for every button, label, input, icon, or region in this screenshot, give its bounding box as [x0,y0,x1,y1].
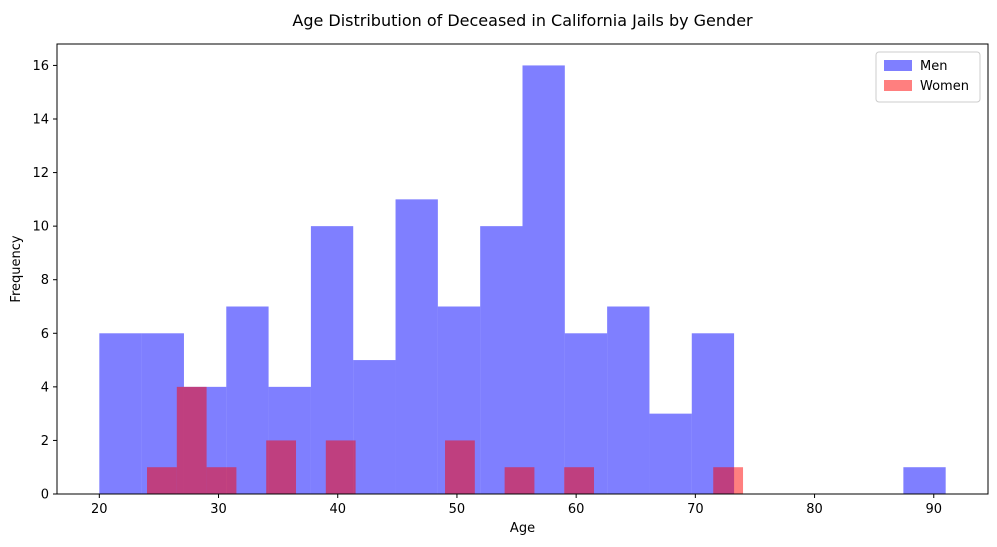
bar-men-3 [226,306,269,494]
x-tick-label: 90 [925,502,942,517]
bar-women-6 [325,440,356,494]
y-tick-label: 12 [32,166,49,181]
bar-men-6 [353,360,396,494]
x-tick-label: 20 [91,502,108,517]
legend-swatch-men [884,60,912,71]
y-tick-label: 8 [41,273,49,288]
y-tick-label: 6 [41,327,49,342]
bar-women-4 [266,440,297,494]
chart-title: Age Distribution of Deceased in Californ… [292,11,753,30]
bar-women-14 [564,467,595,494]
x-tick-label: 50 [449,502,466,517]
y-tick-label: 14 [32,113,49,128]
bar-women-12 [504,467,535,494]
bar-men-19 [903,467,946,494]
x-tick-label: 30 [210,502,227,517]
bar-men-0 [99,333,142,494]
bar-women-19 [713,467,744,494]
y-tick-label: 10 [32,220,49,235]
bar-men-7 [395,199,438,494]
bar-women-0 [147,467,177,494]
y-axis-label: Frequency [9,235,24,302]
legend-label-men: Men [920,59,947,74]
bar-women-1 [176,386,207,494]
legend-swatch-women [884,80,912,91]
x-tick-label: 80 [806,502,823,517]
bar-women-2 [206,467,237,494]
x-axis-ticks: 20 30 40 50 60 70 80 90 [91,494,942,517]
bars-layer [99,65,946,494]
legend: Men Women [875,51,981,103]
bar-men-10 [522,65,565,494]
y-tick-label: 4 [41,380,49,395]
x-tick-label: 40 [329,502,346,517]
series-women [147,386,744,494]
bar-women-10 [445,440,475,494]
y-tick-label: 2 [41,434,49,449]
bar-men-12 [607,306,650,494]
x-tick-label: 60 [568,502,585,517]
bar-men-9 [480,226,523,494]
y-axis-ticks: 0 2 4 6 8 10 12 14 16 [32,59,57,503]
y-tick-label: 16 [32,59,49,74]
x-tick-label: 70 [687,502,704,517]
y-tick-label: 0 [41,488,49,503]
bar-men-13 [649,413,692,494]
x-axis-label: Age [510,521,535,536]
plot-frame [56,43,989,495]
legend-label-women: Women [920,79,969,94]
